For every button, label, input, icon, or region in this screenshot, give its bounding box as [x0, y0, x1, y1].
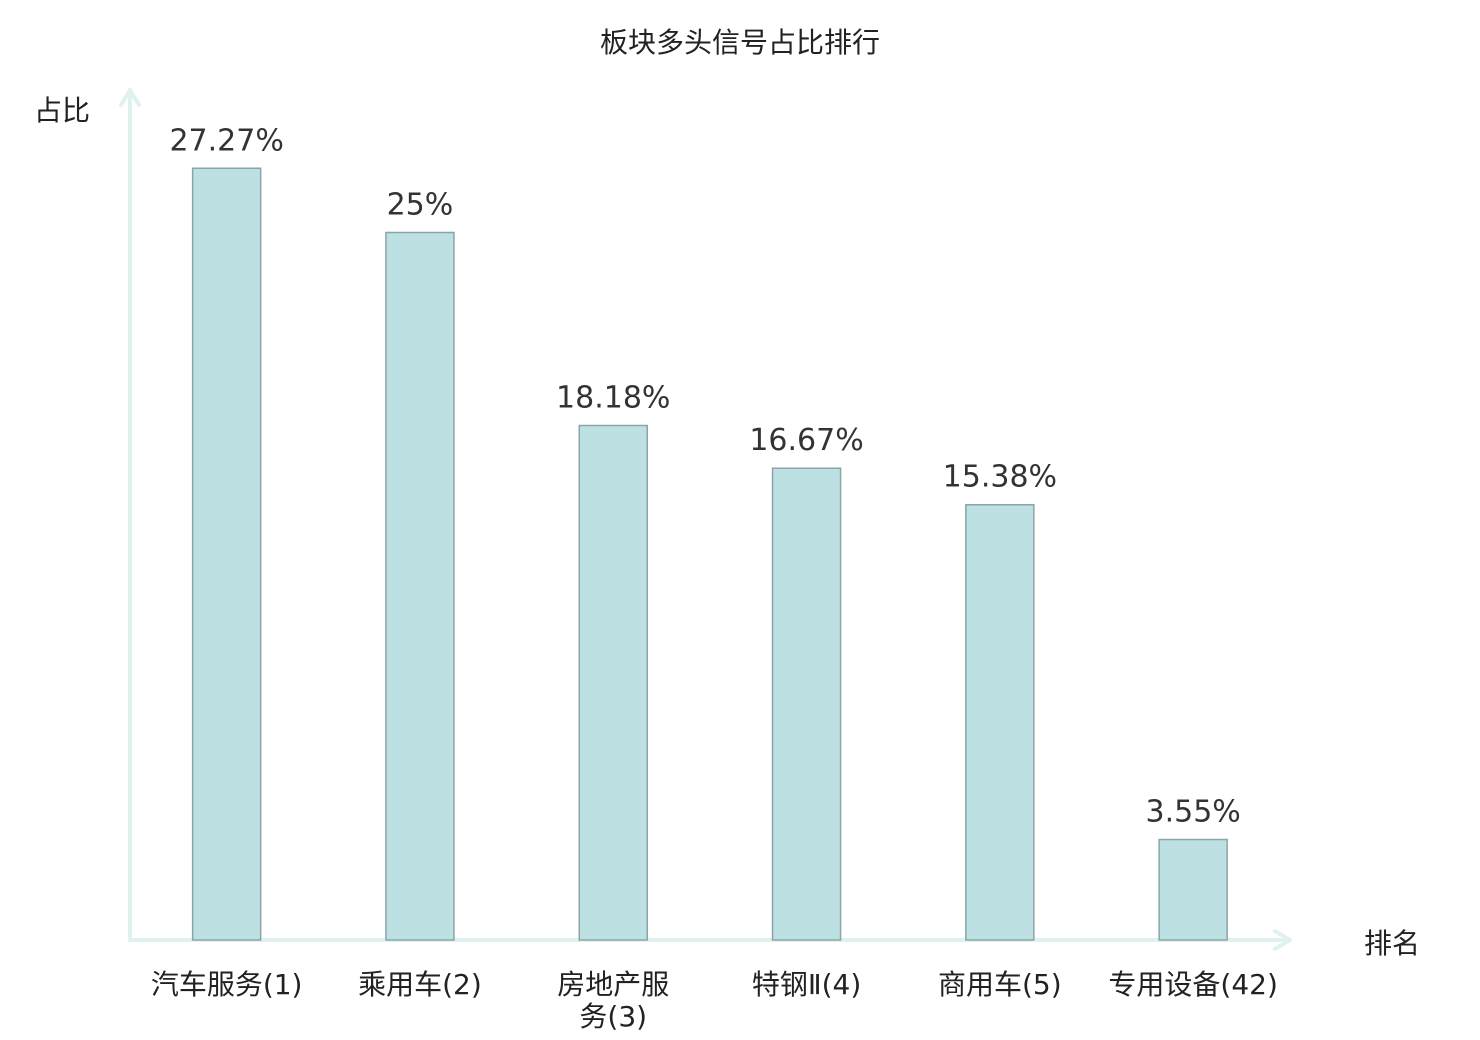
category-label-1: 汽车服务(1): [151, 968, 303, 1001]
value-label-3: 18.18%: [556, 381, 670, 416]
category-label-6: 专用设备(42): [1108, 968, 1277, 1001]
bar-4: [771, 467, 842, 941]
bar-1: [191, 167, 262, 941]
category-label-5: 商用车(5): [938, 968, 1062, 1001]
category-label-3-line-2: 务(3): [579, 1000, 647, 1033]
value-labels-group: 27.27% 25% 18.18% 16.67% 15.38% 3.55%: [169, 123, 1240, 829]
x-axis-label: 排名: [1364, 927, 1420, 960]
value-label-6: 3.55%: [1145, 795, 1240, 830]
category-label-2: 乘用车(2): [358, 968, 482, 1001]
bar-6: [1158, 838, 1228, 941]
axes: [119, 88, 1292, 951]
category-label-4: 特钢Ⅱ(4): [752, 968, 861, 1001]
y-axis-label: 占比: [34, 94, 90, 127]
chart-title: 板块多头信号占比排行: [600, 26, 880, 59]
x-axis-arrow: [1273, 929, 1292, 951]
value-label-5: 15.38%: [943, 460, 1057, 495]
bar-3: [578, 424, 648, 941]
value-label-1: 27.27%: [169, 123, 283, 158]
bars-group: [191, 167, 1228, 941]
category-label-3-line-1: 房地产服: [557, 968, 669, 1001]
bar-5: [965, 503, 1035, 941]
y-axis-arrow: [119, 88, 141, 107]
bar-2: [385, 231, 455, 941]
value-label-2: 25%: [387, 188, 454, 223]
value-label-4: 16.67%: [749, 423, 863, 458]
